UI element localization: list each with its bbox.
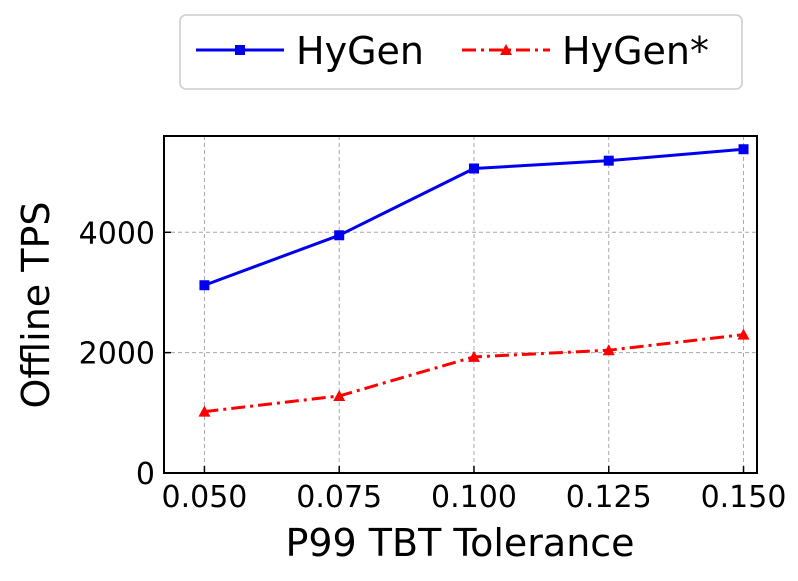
y-tick-label: 4000 <box>79 216 155 251</box>
series-layer <box>198 144 750 417</box>
data-point-hygen <box>468 163 479 174</box>
data-point-hygen <box>738 144 749 155</box>
data-point-hygen-star <box>737 328 750 340</box>
legend-label-hygen: HyGen <box>296 29 424 73</box>
data-point-hygen-star <box>198 405 211 417</box>
x-tick-label: 0.100 <box>431 480 517 515</box>
grid <box>164 136 757 473</box>
data-point-hygen-star <box>602 344 615 356</box>
legend: HyGen HyGen* <box>179 14 743 90</box>
y-axis-label: Offline TPS <box>14 202 58 409</box>
legend-frame <box>179 14 743 90</box>
data-point-hygen <box>199 280 210 291</box>
x-axis-label: P99 TBT Tolerance <box>285 521 634 565</box>
data-point-hygen <box>334 230 345 241</box>
plot-frame <box>163 135 758 474</box>
x-tick-label: 0.050 <box>161 480 247 515</box>
y-tick-label: 0 <box>136 457 155 492</box>
x-tick-label: 0.150 <box>701 480 787 515</box>
legend-label-hygen-star: HyGen* <box>562 29 709 73</box>
legend-marker-hygen-star <box>500 44 512 55</box>
x-tick-label: 0.125 <box>566 480 652 515</box>
ticks: 0.050 0.075 0.100 0.125 0.150 0 2000 4000 <box>79 216 787 515</box>
legend-marker-hygen <box>235 45 245 55</box>
y-tick-label: 2000 <box>79 337 155 372</box>
data-point-hygen <box>603 155 614 166</box>
x-tick-label: 0.075 <box>296 480 382 515</box>
data-point-hygen-star <box>467 350 480 362</box>
data-point-hygen-star <box>333 389 346 401</box>
